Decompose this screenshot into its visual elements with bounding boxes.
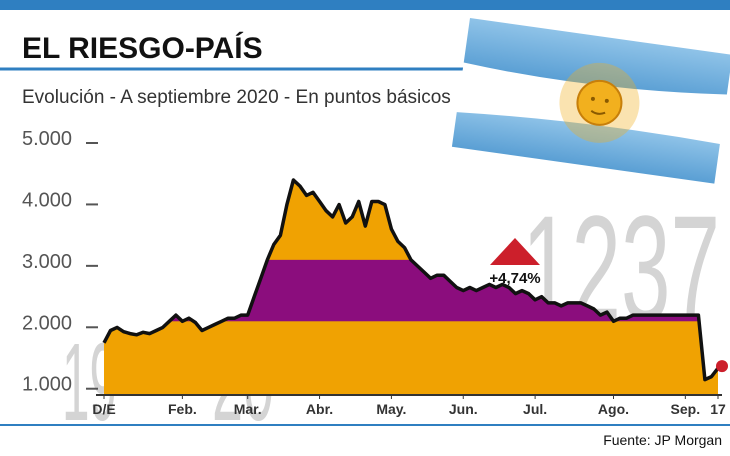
- x-tick-label: Ago.: [598, 401, 629, 417]
- end-marker: [716, 360, 728, 373]
- annotation-arrow: [490, 238, 540, 265]
- y-tick-label: 1.000: [22, 374, 72, 396]
- source: Fuente: JP Morgan: [603, 432, 722, 448]
- x-tick-label: 17: [710, 401, 726, 417]
- top-stripe: [0, 0, 730, 10]
- x-tick-label: May.: [376, 401, 406, 417]
- annotation: +4,74%: [489, 270, 540, 287]
- flag: [451, 18, 730, 184]
- x-tick-label: Sep.: [671, 401, 701, 417]
- chart-title: EL RIESGO-PAÍS: [22, 31, 263, 65]
- y-tick-label: 4.000: [22, 189, 72, 211]
- chart-subtitle: Evolución - A septiembre 2020 - En punto…: [22, 87, 451, 108]
- x-tick-label: Jul.: [523, 401, 547, 417]
- x-tick-label: Jun.: [449, 401, 478, 417]
- y-tick-label: 5.000: [22, 128, 72, 150]
- y-tick-label: 2.000: [22, 312, 72, 334]
- line: [102, 178, 720, 382]
- x-tick-label: Abr.: [306, 401, 333, 417]
- x-tick-label: Feb.: [168, 401, 197, 417]
- y-tick-label: 3.000: [22, 251, 72, 273]
- x-tick-label: D/E: [92, 401, 115, 417]
- x-tick-label: Mar.: [234, 401, 262, 417]
